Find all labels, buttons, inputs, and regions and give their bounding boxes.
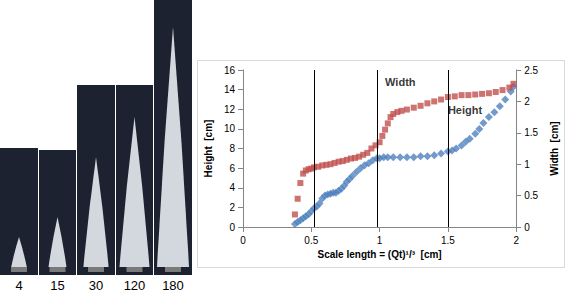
svg-text:1.5: 1.5 <box>524 127 538 138</box>
svg-text:Height [cm]: Height [cm] <box>203 120 214 178</box>
svg-text:4: 4 <box>15 278 22 293</box>
svg-text:8: 8 <box>229 143 235 154</box>
svg-text:0: 0 <box>229 222 235 233</box>
svg-text:10: 10 <box>224 123 236 134</box>
svg-text:1.5: 1.5 <box>441 235 455 246</box>
svg-text:Width [cm]: Width [cm] <box>549 121 560 175</box>
svg-text:16: 16 <box>224 65 236 76</box>
svg-text:6: 6 <box>229 163 235 174</box>
svg-text:0.5: 0.5 <box>524 190 538 201</box>
svg-text:180: 180 <box>162 278 184 293</box>
svg-text:2: 2 <box>524 96 530 107</box>
svg-text:Width: Width <box>385 76 416 88</box>
svg-text:2.5: 2.5 <box>524 65 538 76</box>
svg-text:12: 12 <box>224 104 236 115</box>
svg-text:1: 1 <box>377 235 383 246</box>
svg-text:0: 0 <box>240 235 246 246</box>
svg-text:2: 2 <box>229 202 235 213</box>
svg-text:15: 15 <box>50 278 64 293</box>
svg-text:120: 120 <box>124 278 146 293</box>
svg-text:0.5: 0.5 <box>304 235 318 246</box>
svg-text:1: 1 <box>524 159 530 170</box>
svg-text:0: 0 <box>524 222 530 233</box>
svg-text:Scale length = (Qt)¹/³ [cm]: Scale length = (Qt)¹/³ [cm] <box>318 249 442 260</box>
svg-text:30: 30 <box>89 278 103 293</box>
svg-text:2: 2 <box>513 235 519 246</box>
svg-text:Height: Height <box>448 104 483 116</box>
svg-text:14: 14 <box>224 84 236 95</box>
svg-text:4: 4 <box>229 182 235 193</box>
